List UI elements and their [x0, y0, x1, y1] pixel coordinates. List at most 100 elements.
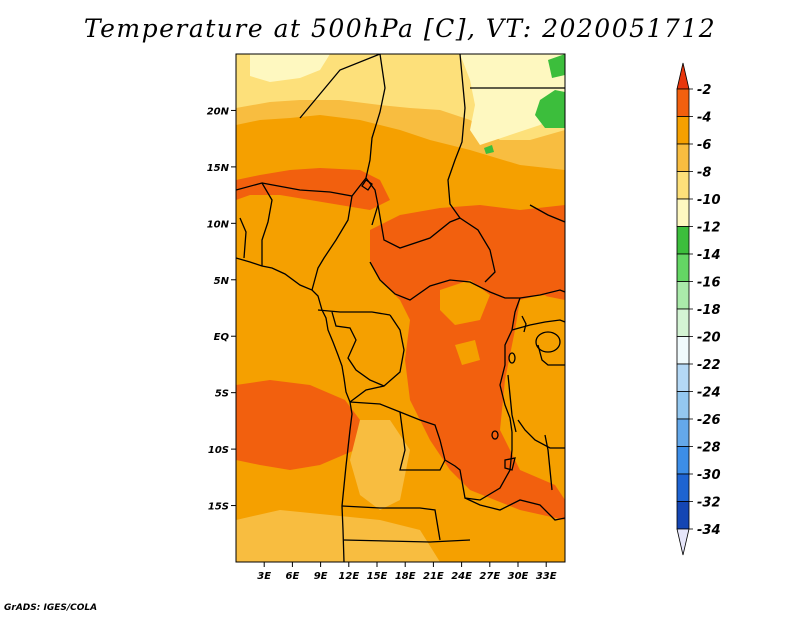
border-cameroon-congo — [317, 309, 391, 316]
border-drc-south — [349, 401, 513, 501]
colorbar-label: -34 — [697, 523, 721, 538]
lake-albert — [521, 315, 527, 333]
lat-tick-label: 15S — [208, 502, 229, 513]
field-band-10-north — [250, 54, 565, 145]
colorbar-swatch — [676, 253, 690, 282]
border-east-lakes — [511, 319, 565, 331]
border-zambia — [464, 497, 565, 521]
colorbar-swatch — [676, 473, 690, 502]
colorbar-swatch — [676, 391, 690, 420]
colorbar-swatch — [676, 501, 690, 530]
colorbar-label: -16 — [697, 276, 721, 291]
border-angola-south — [341, 505, 441, 541]
lat-tick-label: 20N — [207, 106, 230, 117]
border-nigeria-north — [261, 177, 367, 197]
field-band-12-north — [484, 54, 565, 154]
border-congo-drc — [349, 314, 405, 403]
lon-tick-label: 27E — [479, 571, 500, 582]
colorbar-label: -2 — [697, 83, 711, 98]
lake-victoria — [535, 331, 561, 353]
colorbar-swatch — [676, 143, 690, 172]
lat-tick-label: 15N — [207, 163, 230, 174]
colorbar-top-arrow — [676, 62, 690, 90]
border-chad-sudan — [447, 54, 496, 283]
border-ethiopia — [529, 204, 565, 223]
colorbar-swatch — [676, 116, 690, 145]
lon-tick-label: 6E — [286, 571, 300, 582]
colorbar-label: -30 — [697, 468, 721, 483]
border-gabon — [331, 311, 385, 387]
colorbar-label: -26 — [697, 413, 721, 428]
colorbar-label: -18 — [697, 303, 721, 318]
colorbar-swatch — [676, 308, 690, 337]
colorbar-swatch — [676, 336, 690, 365]
border-nigeria-cameroon — [311, 195, 353, 291]
lat-tick-label: 5N — [214, 276, 230, 287]
lake-bangweulu — [491, 430, 499, 440]
border-west-2 — [239, 217, 247, 259]
colorbar-label: -22 — [697, 358, 721, 373]
colorbar-swatch — [676, 418, 690, 447]
border-car-north — [377, 204, 461, 249]
border-drc-east — [499, 297, 521, 433]
colorbar-swatch — [676, 88, 690, 117]
colorbar-label: -20 — [697, 331, 721, 346]
coastline-west — [236, 257, 353, 562]
lake-chad — [361, 179, 373, 191]
lon-tick-label: 21E — [423, 571, 444, 582]
colorbar-swatch — [676, 171, 690, 200]
lon-tick-label: 30E — [508, 571, 529, 582]
lake-tanganyika — [507, 374, 517, 433]
colorbar-label: -6 — [697, 138, 711, 153]
colorbar-swatch — [676, 198, 690, 227]
lon-tick-label: 33E — [536, 571, 557, 582]
lakes — [361, 179, 561, 491]
border-niger-libya — [299, 54, 386, 226]
colorbar-label: -28 — [697, 441, 721, 456]
colorbar: -2 -4 -6 -8 -10 -12 -14 -16 -18 -20 -22 -24 -26 -28 -3… — [676, 62, 721, 556]
lake-kivu — [508, 352, 516, 364]
lon-tick-label: 9E — [314, 571, 328, 582]
temperature-field — [236, 54, 565, 562]
country-borders — [236, 54, 565, 562]
longitude-axis: 3E 6E 9E 12E 15E 18E 21E 24E 27E 30E 33E — [257, 562, 557, 582]
lat-tick-label: 10S — [208, 445, 229, 456]
lat-tick-label: EQ — [214, 332, 230, 343]
border-angola-east — [399, 411, 446, 471]
colorbar-swatch — [676, 363, 690, 392]
colorbar-swatch — [676, 226, 690, 255]
border-tanzania-s — [517, 419, 565, 449]
lat-tick-label: 10N — [207, 219, 230, 230]
colorbar-label: -10 — [697, 193, 721, 208]
colorbar-label: -32 — [697, 496, 721, 511]
border-uganda-kenya — [537, 344, 565, 366]
lake-mweru — [504, 457, 516, 471]
colorbar-label: -12 — [697, 221, 721, 236]
colorbar-swatch — [676, 281, 690, 310]
lon-tick-label: 3E — [257, 571, 271, 582]
field-band-6-mottle — [330, 222, 560, 365]
map-title: Temperature at 500hPa [C], VT: 202005171… — [83, 14, 717, 43]
field-band-6-south — [236, 420, 440, 562]
colorbar-label: -8 — [697, 166, 711, 181]
lon-tick-label: 12E — [338, 571, 359, 582]
lon-tick-label: 15E — [367, 571, 388, 582]
border-car-south — [369, 261, 520, 301]
colorbar-bottom-arrow — [676, 528, 690, 556]
border-west-1 — [236, 182, 273, 266]
grads-credit: GrADS: IGES/COLA — [4, 603, 98, 613]
field-band-2-southwest — [236, 380, 360, 470]
lat-tick-label: 5S — [215, 389, 229, 400]
border-kenya — [519, 289, 565, 299]
colorbar-label: -24 — [697, 386, 721, 401]
lon-tick-label: 24E — [451, 571, 472, 582]
colorbar-swatch — [676, 446, 690, 475]
lake-malawi — [544, 434, 553, 491]
latitude-axis: 20N 15N 10N 5N EQ 5S 10S 15S — [207, 106, 236, 513]
colorbar-label: -14 — [697, 248, 721, 263]
colorbar-label: -4 — [697, 111, 711, 126]
border-namibia-south — [343, 539, 471, 543]
map-frame — [235, 53, 566, 563]
